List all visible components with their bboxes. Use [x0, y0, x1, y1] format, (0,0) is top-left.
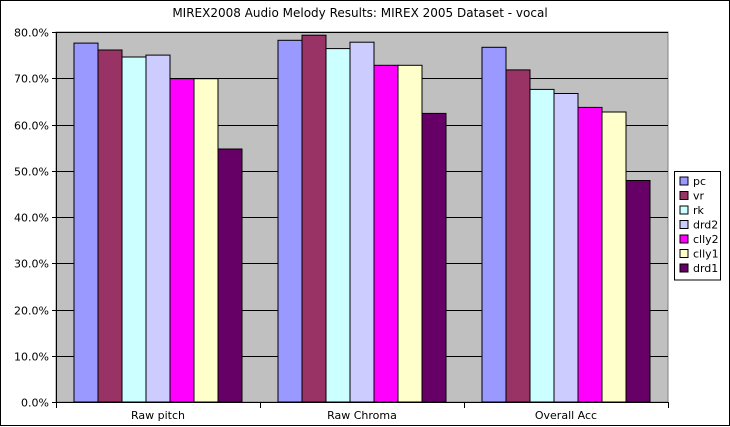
bar-rk-1	[121, 56, 147, 403]
chart-title: MIREX2008 Audio Melody Results: MIREX 20…	[172, 6, 547, 20]
legend-swatch-vr	[679, 191, 689, 200]
y-tick-label: 60.0%	[14, 120, 49, 133]
x-tick-label: Raw pitch	[131, 409, 185, 422]
y-tick-label: 40.0%	[14, 212, 49, 225]
legend-swatch-drd2	[679, 220, 689, 229]
bar-pc-2	[277, 39, 303, 403]
bar-drd1-1	[217, 148, 243, 403]
legend-swatch-clly2	[679, 234, 689, 244]
legend-label-vr: vr	[693, 190, 705, 203]
bar-clly1-1	[193, 78, 219, 403]
bar-clly1-3	[601, 111, 627, 403]
legend-label-clly2: clly2	[693, 233, 719, 246]
bar-vr-3	[505, 69, 531, 403]
bar-vr-1	[97, 49, 123, 403]
legend-swatch-drd1	[679, 263, 689, 273]
bar-clly2-1	[169, 78, 195, 403]
legend-swatch-rk	[679, 205, 689, 215]
x-tick-label: Raw Chroma	[327, 409, 397, 422]
bar-pc-1	[73, 42, 99, 403]
y-tick-label: 10.0%	[14, 351, 49, 364]
y-tick-label: 70.0%	[14, 73, 49, 86]
bar-pc-3	[481, 46, 507, 403]
bar-rk-3	[529, 88, 555, 403]
bar-clly2-2	[373, 64, 399, 403]
bar-drd2-1	[145, 54, 171, 403]
x-tick-label: Overall Acc	[535, 409, 597, 422]
bar-rk-2	[325, 48, 351, 403]
legend-label-drd1: drd1	[693, 262, 718, 275]
legend-box	[674, 171, 721, 281]
legend-swatch-clly1	[679, 249, 689, 258]
bar-drd2-2	[349, 41, 375, 403]
bar-drd2-3	[553, 93, 579, 403]
bar-clly2-3	[577, 106, 603, 403]
y-tick-label: 80.0%	[14, 27, 49, 40]
legend-label-clly1: clly1	[693, 248, 719, 261]
legend-label-rk: rk	[693, 204, 705, 217]
y-tick-label: 20.0%	[14, 305, 49, 318]
legend-label-drd2: drd2	[693, 219, 718, 232]
y-tick-label: 0.0%	[21, 397, 49, 410]
bar-drd1-2	[421, 112, 447, 403]
y-tick-label: 30.0%	[14, 258, 49, 271]
y-tick-label: 50.0%	[14, 166, 49, 179]
bar-vr-2	[301, 34, 327, 403]
legend-label-pc: pc	[693, 175, 706, 188]
bar-drd1-3	[625, 180, 651, 403]
legend-swatch-pc	[679, 176, 689, 186]
bar-clly1-2	[397, 64, 423, 403]
